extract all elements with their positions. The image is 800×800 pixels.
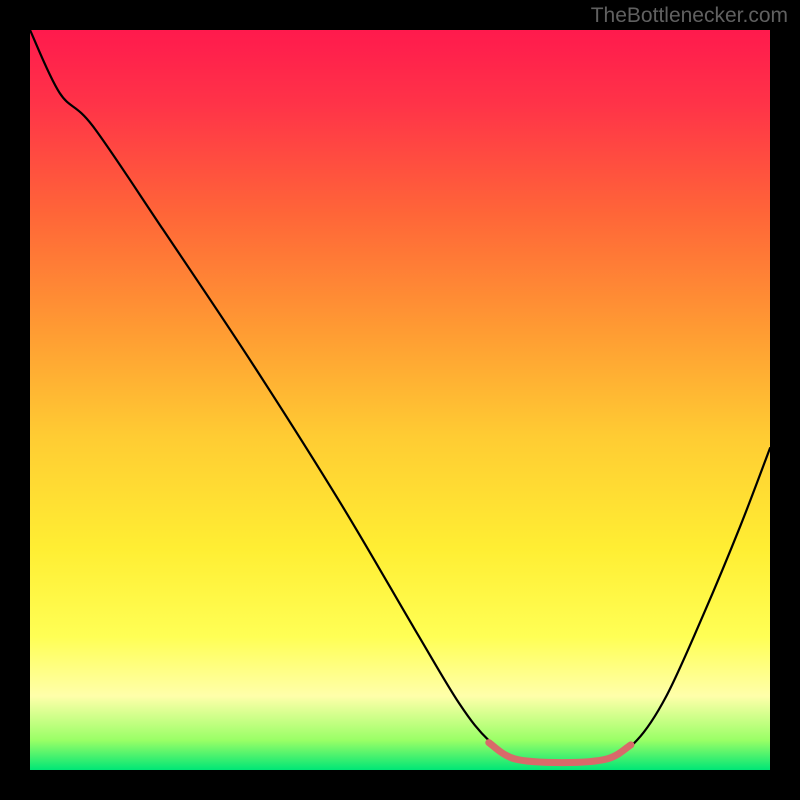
plot-area <box>30 30 770 770</box>
chart-svg <box>30 30 770 770</box>
chart-container: TheBottlenecker.com <box>0 0 800 800</box>
watermark-text: TheBottlenecker.com <box>591 4 788 28</box>
gradient-background <box>30 30 770 770</box>
